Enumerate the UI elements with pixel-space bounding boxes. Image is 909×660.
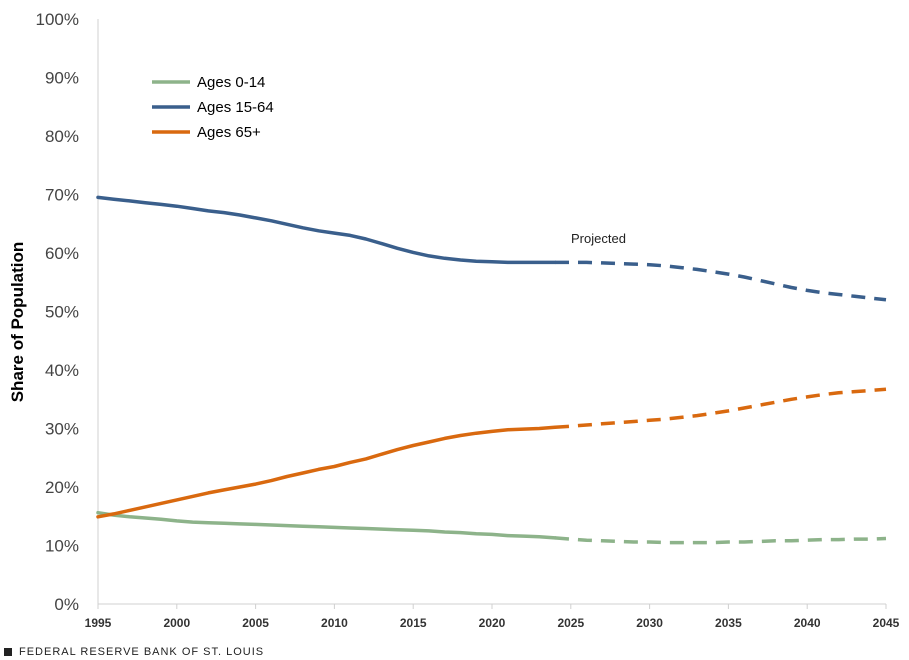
- x-tick-label: 2035: [715, 616, 742, 630]
- legend-label-ages-15-64: Ages 15-64: [197, 99, 274, 116]
- x-tick-label: 2015: [400, 616, 427, 630]
- series-layer: [96, 195, 887, 545]
- series-line-ages-0-14-historical: [96, 510, 557, 540]
- y-tick-label: 90%: [45, 69, 79, 88]
- series-line-ages-15-64-historical: [96, 195, 557, 265]
- y-tick-label: 40%: [45, 361, 79, 380]
- x-tick-label: 2005: [242, 616, 269, 630]
- x-tick-label: 2030: [636, 616, 663, 630]
- footer-square-icon: [4, 648, 12, 656]
- y-axis-label: Share of Population: [8, 242, 27, 403]
- legend-label-ages-0-14: Ages 0-14: [197, 74, 265, 91]
- y-tick-label: 70%: [45, 186, 79, 205]
- y-tick-label: 50%: [45, 303, 79, 322]
- x-tick-label: 2045: [873, 616, 900, 630]
- x-tick-label: 2000: [163, 616, 190, 630]
- legend-label-ages-65-: Ages 65+: [197, 124, 261, 141]
- legend: Ages 0-14 Ages 15-64 Ages 65+: [152, 74, 274, 141]
- y-tick-label: 60%: [45, 244, 79, 263]
- footer: FEDERAL RESERVE BANK OF ST. LOUIS: [4, 646, 264, 658]
- projected-annotation: Projected: [571, 231, 626, 246]
- x-tick-labels: 1995 2000 2005 2010 2015 2020 2025 2030 2035 2040…: [85, 604, 900, 630]
- y-tick-label: 30%: [45, 420, 79, 439]
- x-tick-label: 2020: [479, 616, 506, 630]
- y-tick-label: 0%: [54, 595, 79, 614]
- x-tick-label: 2010: [321, 616, 348, 630]
- series-line-ages-15-64-projected: [555, 260, 887, 302]
- y-tick-label: 100%: [36, 10, 79, 29]
- series-line-ages-0-14-projected: [554, 536, 887, 545]
- y-tick-label: 10%: [45, 537, 79, 556]
- series-line-ages-65--projected: [554, 387, 887, 430]
- x-tick-label: 2025: [557, 616, 584, 630]
- footer-text: FEDERAL RESERVE BANK OF ST. LOUIS: [19, 646, 265, 658]
- series-line-ages-65--historical: [96, 425, 557, 519]
- x-tick-label: 2040: [794, 616, 821, 630]
- x-tick-label: 1995: [85, 616, 112, 630]
- y-tick-labels: 0% 10% 20% 30% 40% 50% 60% 70% 80% 90% 100%: [36, 10, 79, 614]
- y-tick-label: 20%: [45, 478, 79, 497]
- y-tick-label: 80%: [45, 127, 79, 146]
